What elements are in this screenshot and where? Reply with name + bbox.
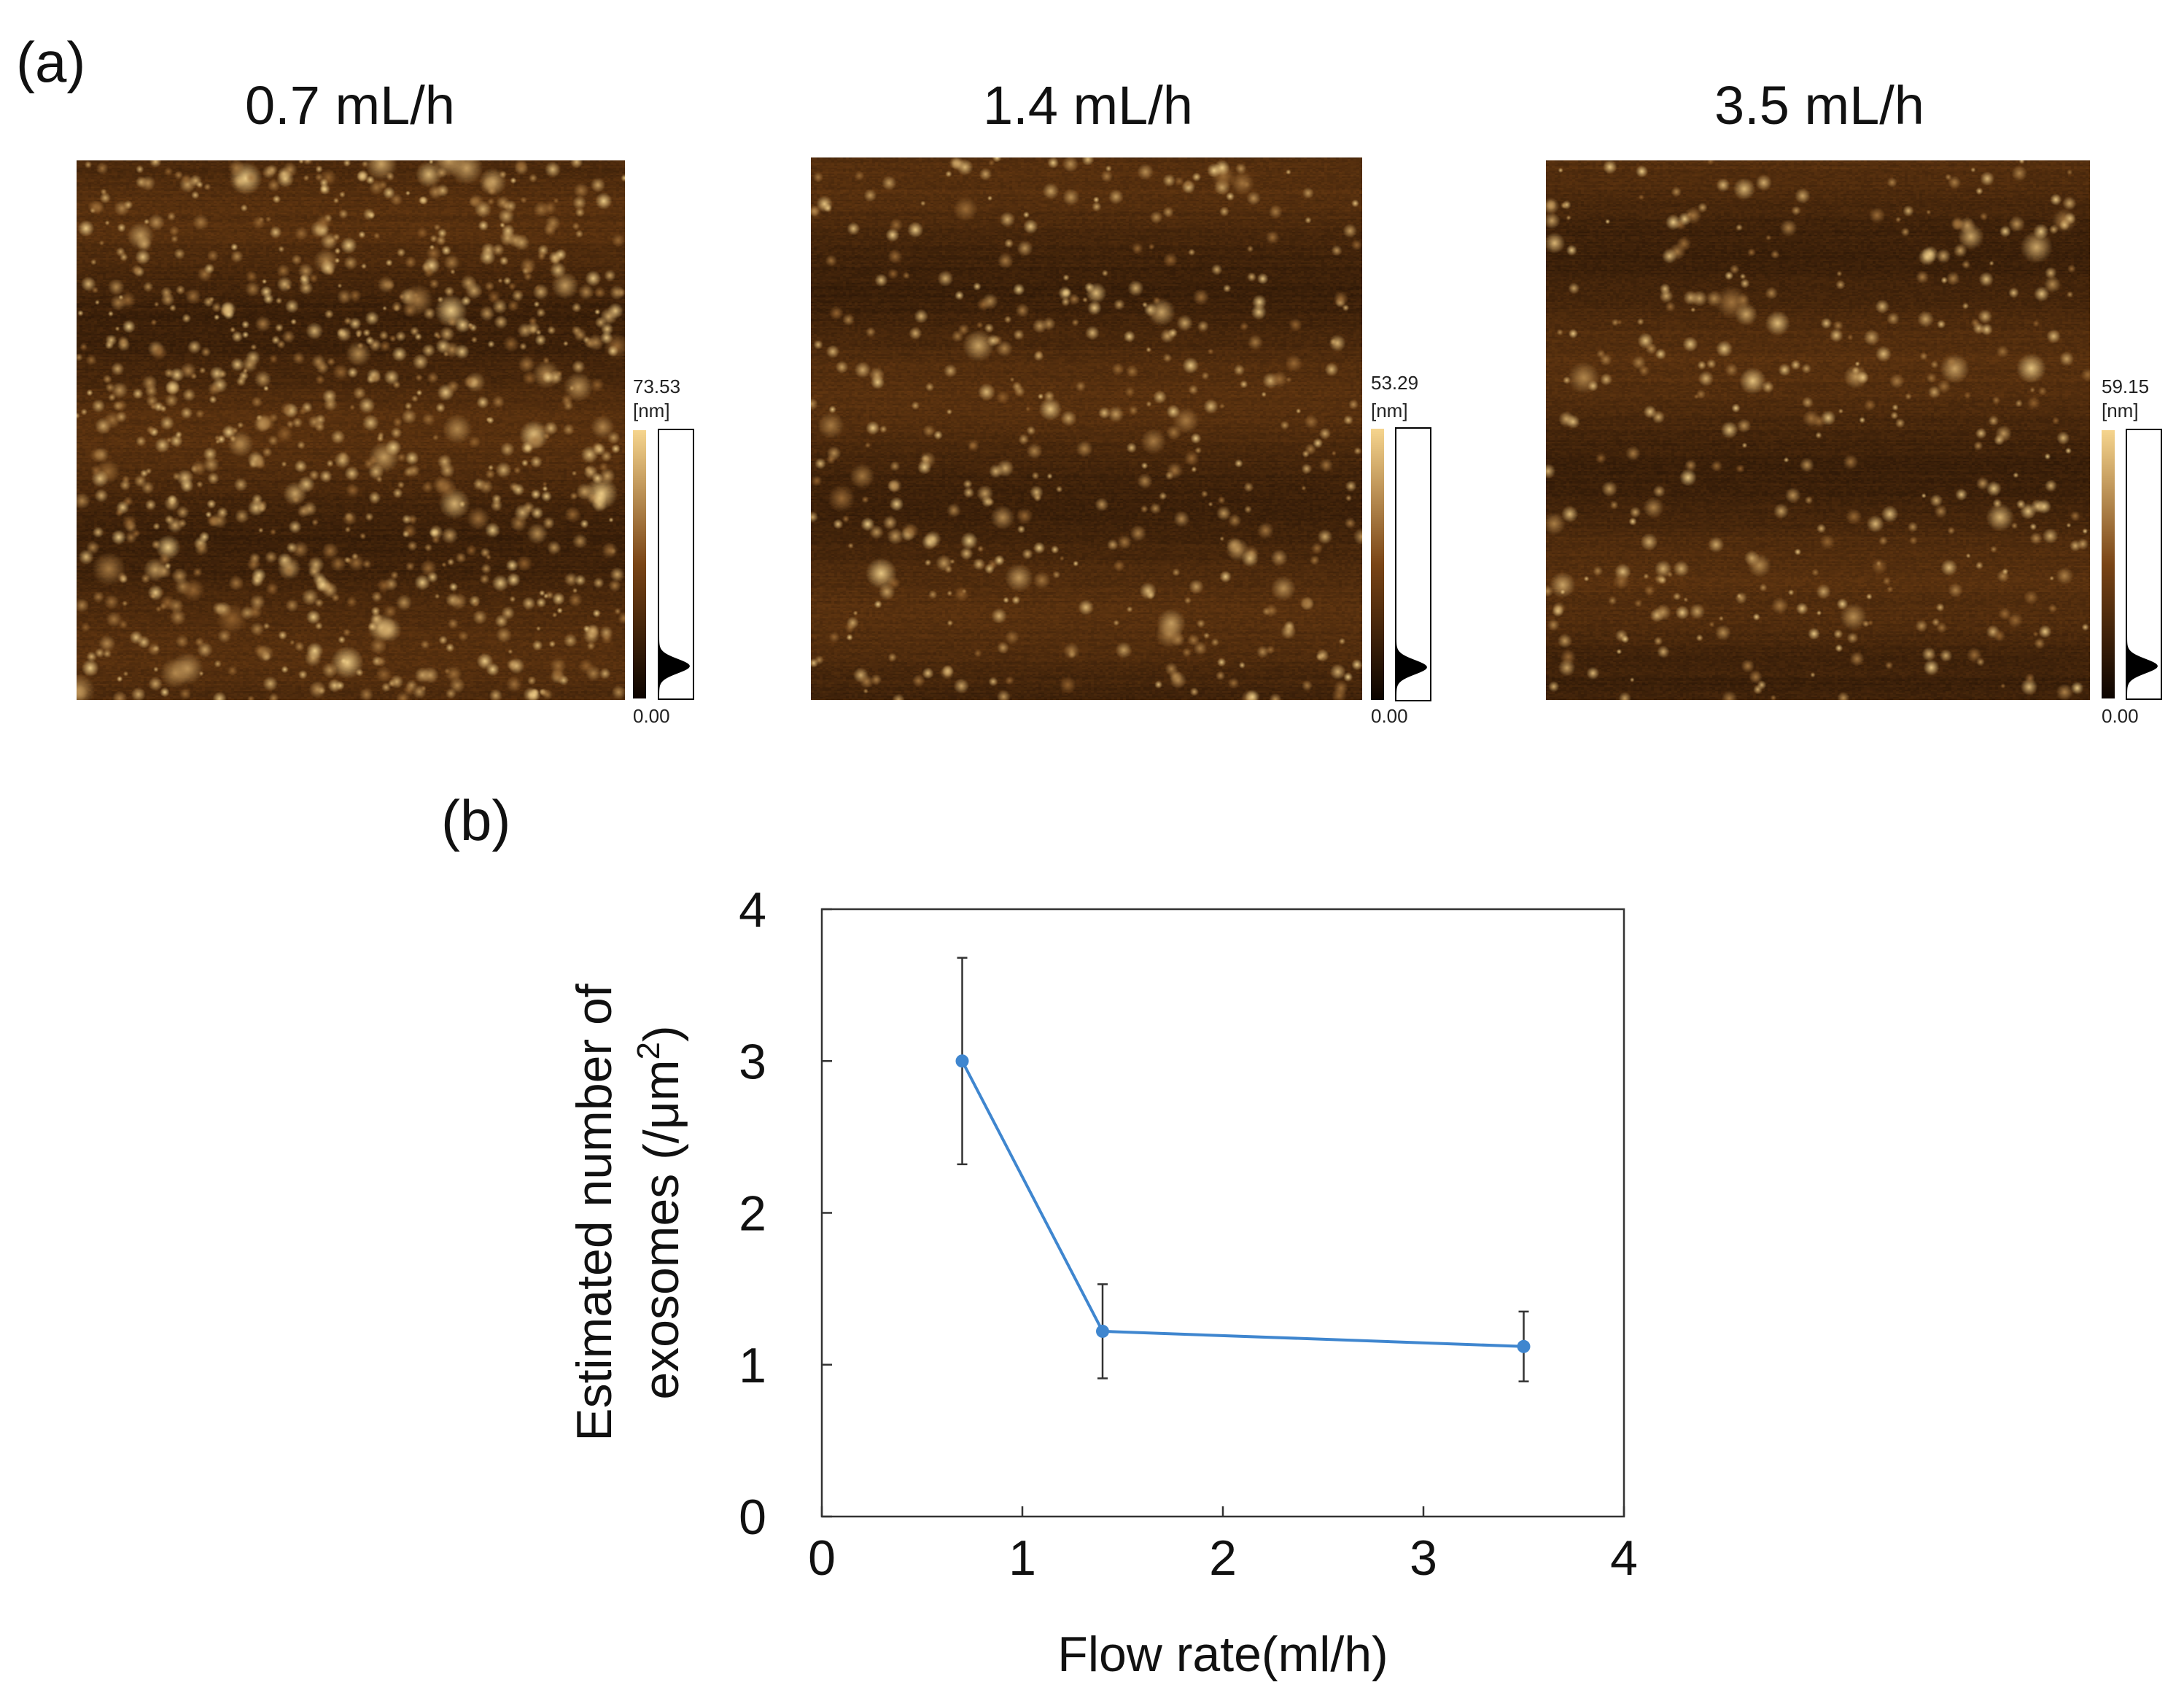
afm-image-3	[1546, 160, 2090, 700]
scale-max-3: 59.15	[2102, 375, 2150, 397]
colorbar-1	[633, 430, 646, 698]
afm-image-1	[77, 160, 625, 700]
colorbar-3	[2102, 430, 2115, 698]
axis-ticks	[820, 908, 1625, 1518]
y-axis-label-line2-suffix: )	[634, 1025, 689, 1042]
y-tick-label: 1	[739, 1338, 766, 1393]
y-tick-label: 0	[739, 1490, 766, 1545]
scale-min-1: 0.00	[633, 705, 670, 727]
scale-min-2: 0.00	[1371, 705, 1408, 727]
y-tick-label: 3	[739, 1034, 766, 1089]
x-tick-label: 1	[1009, 1530, 1036, 1586]
series-group	[955, 957, 1531, 1382]
x-tick-label: 4	[1610, 1530, 1638, 1586]
histogram-1	[659, 430, 690, 698]
histogram-3	[2127, 430, 2158, 698]
scale-unit-1: [nm]	[633, 400, 670, 421]
x-tick-label: 0	[808, 1530, 836, 1586]
panel-a-label: (a)	[16, 30, 86, 94]
data-point	[1517, 1339, 1531, 1353]
y-tick-label: 4	[739, 882, 766, 938]
afm-title-1: 0.7 mL/h	[245, 75, 455, 136]
panel-b-label: (b)	[441, 788, 511, 852]
histogram-box-1	[658, 429, 694, 700]
tick-labels: 0 1 2 3 4 0 1 2 3 4	[739, 882, 1638, 1586]
x-axis-label: Flow rate(ml/h)	[1057, 1627, 1388, 1682]
data-point	[955, 1054, 969, 1068]
scale-max-1: 73.53	[633, 375, 681, 397]
scale-unit-2: [nm]	[1371, 400, 1408, 421]
afm-title-2: 1.4 mL/h	[983, 75, 1193, 136]
afm-title-3: 3.5 mL/h	[1714, 75, 1924, 136]
y-axis-label-sup: 2	[631, 1042, 667, 1059]
scale-min-3: 0.00	[2102, 705, 2139, 727]
y-axis-label-line1: Estimated number of	[567, 984, 622, 1441]
y-axis-label-line2: exosomes (/μm2)	[631, 1025, 689, 1399]
x-tick-label: 3	[1410, 1530, 1437, 1586]
histogram-box-3	[2126, 429, 2162, 700]
plot-frame	[820, 908, 1625, 1518]
y-tick-label: 2	[739, 1186, 766, 1242]
data-point	[1096, 1324, 1109, 1338]
histogram-box-2	[1395, 427, 1431, 701]
series-line	[960, 1060, 1524, 1348]
scale-max-2: 53.29	[1371, 372, 1419, 394]
histogram-2	[1396, 429, 1427, 700]
y-axis-label-line2-prefix: exosomes (/μm	[634, 1059, 689, 1399]
x-tick-label: 2	[1209, 1530, 1237, 1586]
colorbar-2	[1371, 429, 1384, 700]
scale-unit-3: [nm]	[2102, 400, 2139, 421]
afm-image-2	[811, 157, 1362, 700]
